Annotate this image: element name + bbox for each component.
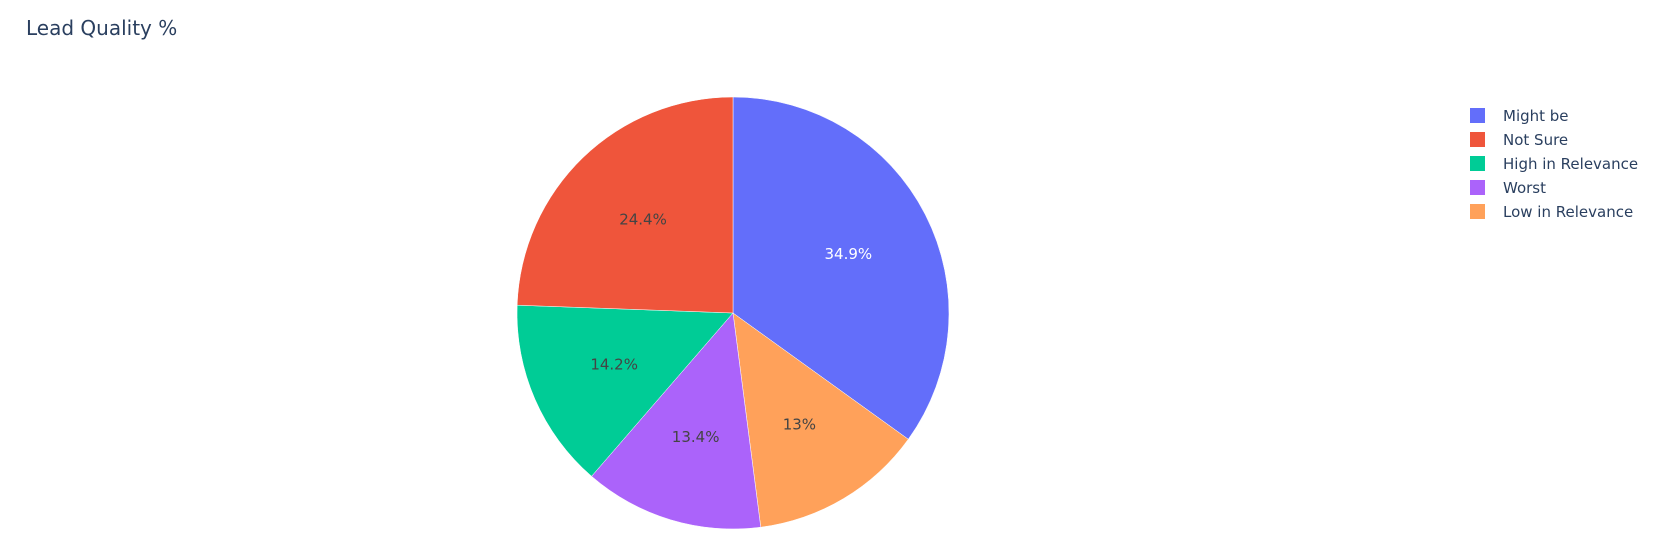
legend-item-low-in-relevance[interactable]: Low in Relevance (1470, 203, 1633, 221)
legend-label: Worst (1503, 179, 1546, 197)
legend-swatch (1470, 108, 1485, 123)
pie-slice-low-in-relevance[interactable] (732, 312, 909, 528)
chart-title: Lead Quality % (26, 16, 177, 40)
legend-label: Might be (1503, 107, 1569, 125)
legend-label: Not Sure (1503, 131, 1568, 149)
pie-slice-not-sure[interactable] (516, 96, 734, 314)
legend-swatch (1470, 156, 1485, 171)
pie-slice-might-be[interactable] (732, 96, 950, 440)
legend-swatch (1470, 180, 1485, 195)
slice-label-worst: 13.4% (672, 428, 720, 446)
pie-slice-labels: 34.9% 13% 13.4% 14.2% 24.4% (590, 211, 872, 446)
legend: Might be Not Sure High in Relevance Worst Lo… (1470, 107, 1638, 221)
legend-label: Low in Relevance (1503, 203, 1633, 221)
slice-label-low-in-relevance: 13% (783, 415, 816, 433)
legend-item-not-sure[interactable]: Not Sure (1470, 131, 1568, 149)
legend-swatch (1470, 132, 1485, 147)
legend-label: High in Relevance (1503, 155, 1638, 173)
legend-item-might-be[interactable]: Might be (1470, 107, 1569, 125)
pie-slices (516, 96, 950, 530)
slice-label-high-in-relevance: 14.2% (590, 356, 638, 374)
slice-label-might-be: 34.9% (825, 245, 873, 263)
legend-item-high-in-relevance[interactable]: High in Relevance (1470, 155, 1638, 173)
pie-slice-worst[interactable] (591, 312, 762, 530)
legend-swatch (1470, 204, 1485, 219)
slice-label-not-sure: 24.4% (619, 211, 667, 229)
pie-slice-high-in-relevance[interactable] (516, 304, 734, 477)
legend-item-worst[interactable]: Worst (1470, 179, 1546, 197)
